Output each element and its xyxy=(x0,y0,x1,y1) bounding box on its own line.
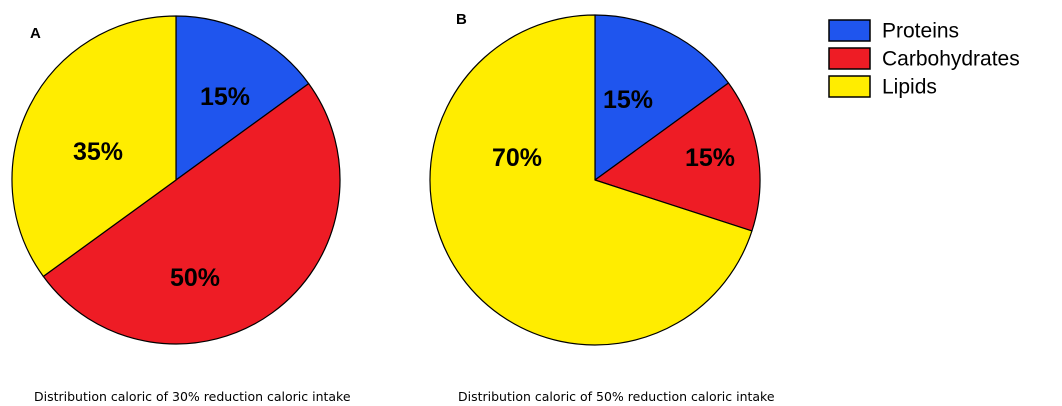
pie-slice-carbohydrates xyxy=(42,83,341,345)
legend-swatch-carbohydrates xyxy=(828,47,871,70)
caption-a: Distribution caloric of 30% reduction ca… xyxy=(34,389,351,404)
legend-swatch-proteins xyxy=(828,19,871,42)
pie-chart-b: B 15% 15% 70% Distribution caloric of 50% … xyxy=(429,11,775,404)
pie-slice-lipids xyxy=(11,15,177,277)
legend-label-lipids: Lipids xyxy=(882,76,937,99)
pie-slice-carbohydrates xyxy=(594,82,761,232)
legend: Proteins Carbohydrates Lipids xyxy=(828,19,1020,99)
panel-letter-b: B xyxy=(456,11,467,28)
pie-chart-a: A 15% 50% 35% Distribution caloric of 30% … xyxy=(11,15,351,404)
pie-slice-proteins xyxy=(594,14,730,181)
data-label-carbohydrates: 50% xyxy=(170,264,220,292)
data-label-carbohydrates: 15% xyxy=(685,144,735,172)
pie-slice-lipids xyxy=(429,14,753,346)
pie-slice-proteins xyxy=(175,15,310,181)
panel-letter-a: A xyxy=(30,25,41,42)
legend-label-carbohydrates: Carbohydrates xyxy=(882,48,1020,71)
caption-b: Distribution caloric of 50% reduction ca… xyxy=(458,389,775,404)
data-label-lipids: 70% xyxy=(492,144,542,172)
legend-swatch-lipids xyxy=(828,75,871,98)
data-label-lipids: 35% xyxy=(73,138,123,166)
data-label-proteins: 15% xyxy=(603,86,653,114)
legend-label-proteins: Proteins xyxy=(882,20,959,43)
data-label-proteins: 15% xyxy=(200,83,250,111)
